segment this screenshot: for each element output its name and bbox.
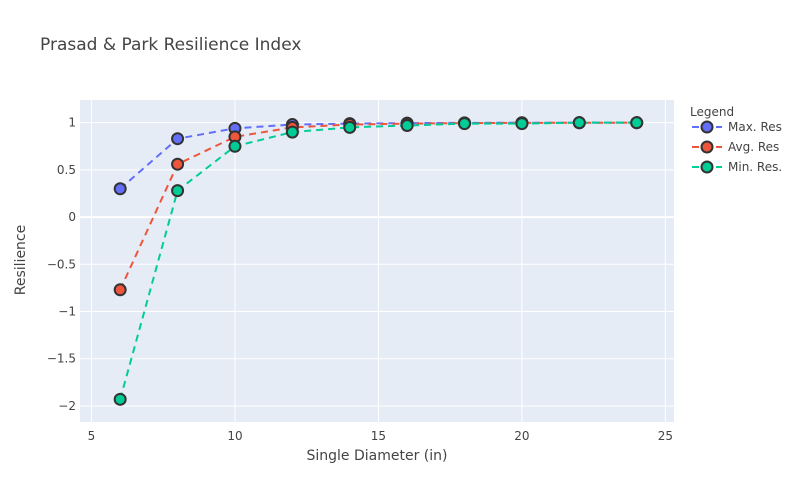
series-layer [113,116,644,406]
x-tick-label: 5 [88,429,96,443]
y-axis-ticks: −2 −1.5 −1 −0.5 0 0.5 1 [47,116,76,413]
legend-item[interactable]: Avg. Res [692,140,779,154]
plot-area [80,100,674,422]
data-point[interactable] [572,116,586,130]
data-point[interactable] [343,120,357,134]
legend-item[interactable]: Max. Res [692,120,782,134]
x-tick-label: 10 [227,429,242,443]
legend-title: Legend [690,105,734,119]
legend-item[interactable]: Min. Res. [692,160,782,174]
data-point[interactable] [113,283,127,297]
legend-label: Min. Res. [728,160,782,174]
series-line [119,121,637,400]
data-point[interactable] [113,392,127,406]
y-tick-label: 0 [68,210,76,224]
data-point[interactable] [630,116,644,130]
legend-label: Avg. Res [728,140,779,154]
y-axis-title: Resilience [13,225,29,295]
y-tick-label: −2 [58,399,76,413]
legend-swatch-marker [700,140,714,154]
data-point[interactable] [400,118,414,132]
x-tick-label: 25 [658,429,673,443]
x-tick-label: 20 [514,429,529,443]
y-tick-label: −1.5 [47,352,76,366]
y-tick-label: −1 [58,305,76,319]
data-point[interactable] [171,132,185,146]
legend-label: Max. Res [728,120,782,134]
legend: Legend Max. Res Avg. Res Min. Res. [690,105,782,174]
data-point[interactable] [228,139,242,153]
data-point[interactable] [515,117,529,131]
series-3 [113,116,644,406]
data-point[interactable] [285,125,299,139]
data-point[interactable] [171,184,185,198]
data-point[interactable] [458,117,472,131]
x-gridlines [90,100,666,422]
data-point[interactable] [113,182,127,196]
x-axis-ticks: 5 10 15 20 25 [88,429,673,443]
chart-title: Prasad & Park Resilience Index [40,35,301,55]
data-point[interactable] [171,157,185,171]
y-tick-label: 1 [68,116,76,130]
x-tick-label: 15 [371,429,386,443]
legend-swatch-marker [700,120,714,134]
y-tick-label: 0.5 [57,163,76,177]
y-tick-label: −0.5 [47,257,76,271]
legend-swatch-marker [700,160,714,174]
x-axis-title: Single Diameter (in) [307,448,448,464]
